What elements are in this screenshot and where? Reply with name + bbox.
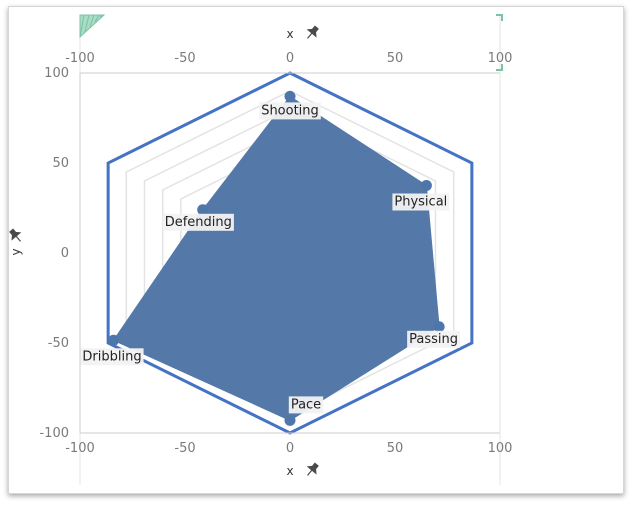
x-tick-bottom: 50: [387, 441, 404, 456]
x-tick-bottom: -50: [174, 441, 195, 456]
category-label-pace: Pace: [291, 397, 321, 412]
pin-icon[interactable]: [304, 461, 321, 478]
hatch-line: [79, 14, 85, 38]
x-tick-top: 50: [387, 51, 404, 66]
data-point-shooting[interactable]: [284, 90, 296, 102]
category-label-dribbling: Dribbling: [82, 349, 141, 364]
category-label-bg: [407, 330, 461, 348]
category-label-bg: [288, 396, 324, 414]
hatch-line: [89, 14, 95, 28]
data-point-passing[interactable]: [433, 321, 445, 333]
y-tick-label: 50: [52, 156, 69, 171]
hatch-line: [84, 14, 90, 33]
corner-hatch-icon: [79, 14, 106, 39]
x-axis-label-bottom: x: [286, 464, 293, 478]
category-label-bg: [259, 102, 321, 120]
x-tick-top: 0: [286, 51, 294, 66]
data-point-defending[interactable]: [197, 204, 209, 216]
data-point-physical[interactable]: [420, 180, 432, 191]
pin-icon[interactable]: [8, 227, 25, 244]
x-axis-label-top: x: [286, 27, 293, 41]
hatch-line: [94, 14, 100, 23]
category-label-bg: [392, 193, 450, 211]
data-point-pace[interactable]: [284, 414, 296, 426]
pin-icon-shape: [9, 228, 22, 242]
series-layer: [108, 90, 445, 426]
x-tick-top: 100: [488, 51, 513, 66]
pin-icon[interactable]: [304, 24, 321, 41]
hatch-line: [99, 14, 105, 18]
x-tick-top: -100: [65, 51, 95, 66]
x-tick-bottom: 0: [286, 441, 294, 456]
y-tick-label: 100: [44, 66, 69, 81]
pin-icon-shape: [306, 25, 319, 39]
category-label-physical: Physical: [394, 195, 447, 210]
label-layer: Shooting Physical Passing Pace Dribbling Defe…: [80, 102, 461, 414]
x-tick-top: -50: [174, 51, 195, 66]
category-label-passing: Passing: [409, 332, 458, 347]
category-label-bg: [162, 213, 234, 231]
category-label-bg: [80, 348, 144, 366]
x-tick-bottom: 100: [488, 441, 513, 456]
hatch-triangle: [79, 14, 106, 39]
corner-bracket-icon: [496, 64, 503, 71]
data-point-dribbling[interactable]: [108, 334, 120, 346]
y-axis-label: y: [9, 248, 23, 255]
ui-layer: x x y: [8, 14, 503, 478]
pin-icon-shape: [306, 462, 319, 476]
category-label-shooting: Shooting: [261, 103, 319, 118]
y-tick-label: -50: [48, 336, 69, 351]
y-tick-label: -100: [39, 426, 69, 441]
category-label-defending: Defending: [165, 215, 232, 230]
x-tick-bottom: -100: [65, 441, 95, 456]
corner-bracket-icon: [496, 14, 503, 21]
y-tick-label: 0: [61, 246, 69, 261]
